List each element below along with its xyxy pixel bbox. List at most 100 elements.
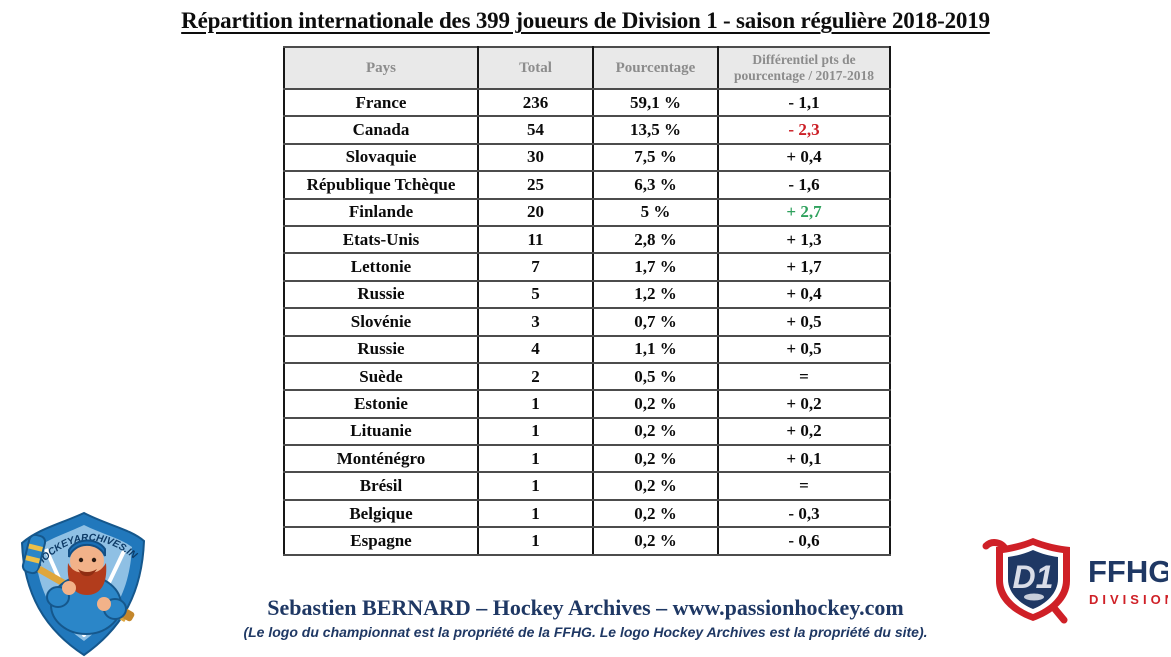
- cell-differentiel: + 0,4: [717, 142, 891, 173]
- cell-total: 11: [477, 224, 594, 255]
- cell-total: 20: [477, 197, 594, 227]
- helmet: [68, 539, 106, 558]
- cell-total: 30: [477, 142, 594, 173]
- table-row: Slovaquie 30 7,5 % + 0,4: [283, 142, 891, 173]
- cell-total: 3: [477, 307, 594, 337]
- ffhg-wordmark: FFHG: [1088, 554, 1168, 589]
- footer-disclaimer: (Le logo du championnat est la propriété…: [243, 624, 928, 640]
- cell-total: 1: [477, 498, 594, 529]
- cell-pourcentage: 7,5 %: [592, 142, 719, 173]
- table-row: Russie 5 1,2 % + 0,4: [283, 279, 891, 310]
- cell-total: 1: [477, 444, 594, 474]
- cell-total: 1: [477, 471, 594, 501]
- cell-pourcentage: 1,1 %: [592, 334, 719, 364]
- cell-pourcentage: 0,2 %: [592, 444, 719, 474]
- cell-pourcentage: 0,5 %: [592, 361, 719, 392]
- cell-pays: Finlande: [283, 197, 479, 227]
- cell-differentiel: - 0,3: [717, 498, 891, 529]
- cell-pays: République Tchèque: [283, 170, 479, 200]
- cell-pays: Monténégro: [283, 444, 479, 474]
- table-row: Lettonie 7 1,7 % + 1,7: [283, 252, 891, 282]
- table-row: Brésil 1 0,2 % =: [283, 471, 891, 501]
- table-row: Canada 54 13,5 % - 2,3: [283, 115, 891, 145]
- cell-total: 2: [477, 361, 594, 392]
- beard: [67, 563, 107, 595]
- d1-monogram: D1: [1013, 559, 1054, 595]
- players-table-container: Pays Total Pourcentage Différentiel pts …: [283, 46, 891, 556]
- cell-differentiel: + 0,2: [717, 416, 891, 447]
- cell-total: 25: [477, 170, 594, 200]
- cell-pays: Canada: [283, 115, 479, 145]
- cell-pourcentage: 0,2 %: [592, 526, 719, 556]
- cell-pays: Russie: [283, 279, 479, 310]
- table-row: République Tchèque 25 6,3 % - 1,6: [283, 170, 891, 200]
- cell-pourcentage: 5 %: [592, 197, 719, 227]
- cell-pourcentage: 0,2 %: [592, 471, 719, 501]
- table-row: Lituanie 1 0,2 % + 0,2: [283, 416, 891, 447]
- cell-pays: Brésil: [283, 471, 479, 501]
- cell-pourcentage: 1,7 %: [592, 252, 719, 282]
- d1-shield: D1: [996, 538, 1070, 621]
- cell-differentiel: + 2,7: [717, 197, 891, 227]
- cell-differentiel: - 1,1: [717, 87, 891, 118]
- table-row: Belgique 1 0,2 % - 0,3: [283, 498, 891, 529]
- cell-pays: Slovaquie: [283, 142, 479, 173]
- division1-wordmark: DIVISION 1: [1089, 592, 1168, 607]
- cell-pays: Belgique: [283, 498, 479, 529]
- cell-differentiel: + 1,7: [717, 252, 891, 282]
- cell-pourcentage: 1,2 %: [592, 279, 719, 310]
- cell-differentiel: =: [717, 471, 891, 501]
- cell-total: 5: [477, 279, 594, 310]
- cell-pays: Slovénie: [283, 307, 479, 337]
- table-row: Monténégro 1 0,2 % + 0,1: [283, 444, 891, 474]
- cell-differentiel: - 2,3: [717, 115, 891, 145]
- cell-pourcentage: 0,2 %: [592, 389, 719, 419]
- header-pays: Pays: [283, 46, 479, 90]
- table-row: Finlande 20 5 % + 2,7: [283, 197, 891, 227]
- cell-differentiel: + 0,5: [717, 307, 891, 337]
- table-row: Espagne 1 0,2 % - 0,6: [283, 526, 891, 556]
- cell-total: 1: [477, 389, 594, 419]
- header-differentiel: Différentiel pts de pourcentage / 2017-2…: [717, 46, 891, 90]
- table-row: Slovénie 3 0,7 % + 0,5: [283, 307, 891, 337]
- table-row: France 236 59,1 % - 1,1: [283, 87, 891, 118]
- page-title: Répartition internationale des 399 joueu…: [181, 8, 990, 33]
- table-header: Pays Total Pourcentage Différentiel pts …: [283, 46, 891, 90]
- cell-total: 7: [477, 252, 594, 282]
- cell-pays: Estonie: [283, 389, 479, 419]
- table-body: France 236 59,1 % - 1,1 Canada 54 13,5 %…: [283, 87, 891, 556]
- cell-total: 1: [477, 526, 594, 556]
- cell-pays: Espagne: [283, 526, 479, 556]
- mascot-lumberjack: [46, 539, 127, 635]
- table-row: Russie 4 1,1 % + 0,5: [283, 334, 891, 364]
- cell-pourcentage: 0,2 %: [592, 416, 719, 447]
- cell-pays: Lituanie: [283, 416, 479, 447]
- cell-differentiel: + 0,1: [717, 444, 891, 474]
- cell-differentiel: + 1,3: [717, 224, 891, 255]
- cell-differentiel: + 0,4: [717, 279, 891, 310]
- footer-credit: Sebastien BERNARD – Hockey Archives – ww…: [267, 595, 904, 620]
- header-pourcentage: Pourcentage: [592, 46, 719, 90]
- cell-pourcentage: 0,7 %: [592, 307, 719, 337]
- mustache: [78, 569, 97, 577]
- cell-pays: France: [283, 87, 479, 118]
- cell-differentiel: + 0,5: [717, 334, 891, 364]
- cell-differentiel: - 1,6: [717, 170, 891, 200]
- cell-pays: Suède: [283, 361, 479, 392]
- cell-total: 54: [477, 115, 594, 145]
- cell-pourcentage: 6,3 %: [592, 170, 719, 200]
- cell-total: 1: [477, 416, 594, 447]
- cell-pays: Etats-Unis: [283, 224, 479, 255]
- cell-total: 4: [477, 334, 594, 364]
- header-total: Total: [477, 46, 594, 90]
- players-table: Pays Total Pourcentage Différentiel pts …: [283, 46, 891, 556]
- cell-differentiel: - 0,6: [717, 526, 891, 556]
- hockey-archives-logo: HOCKEYARCHIVES.INFO: [12, 509, 146, 657]
- table-row: Estonie 1 0,2 % + 0,2: [283, 389, 891, 419]
- table-row: Etats-Unis 11 2,8 % + 1,3: [283, 224, 891, 255]
- puck-icon: [1024, 593, 1044, 601]
- cell-pourcentage: 2,8 %: [592, 224, 719, 255]
- cell-pourcentage: 59,1 %: [592, 87, 719, 118]
- header-row: Pays Total Pourcentage Différentiel pts …: [283, 46, 891, 90]
